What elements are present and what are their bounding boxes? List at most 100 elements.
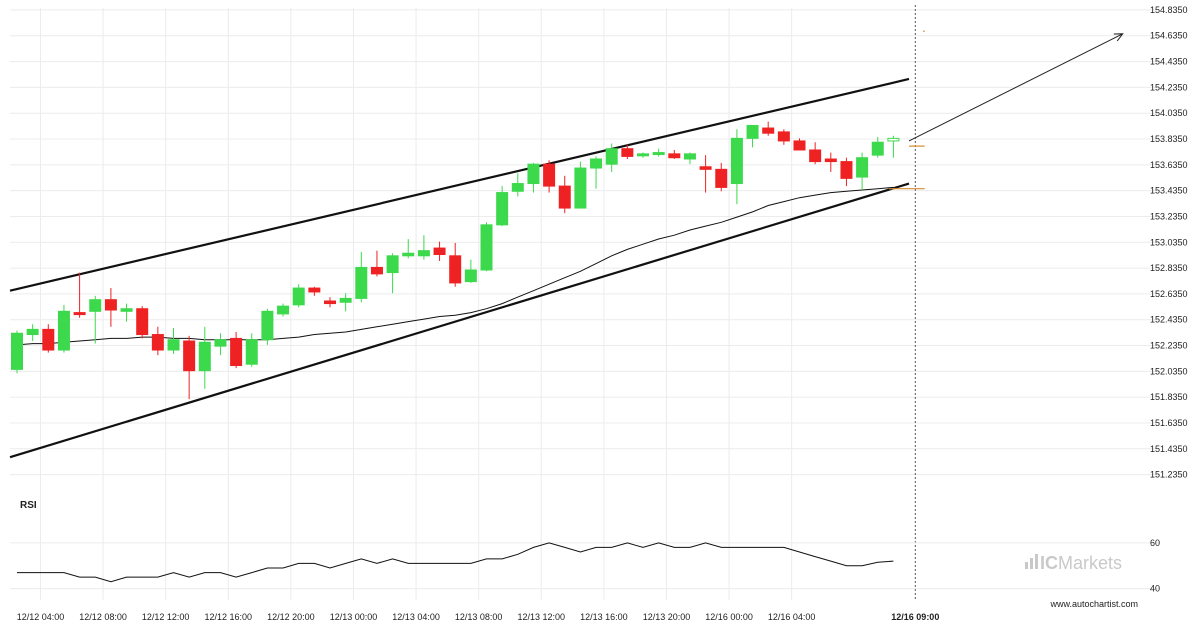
candle-body: [856, 157, 869, 178]
candle-body: [308, 287, 321, 293]
candle-body: [183, 340, 196, 372]
price-tick-label: 153.8350: [1150, 134, 1188, 144]
candle-body: [324, 300, 336, 305]
price-tick-label: 154.0350: [1150, 108, 1188, 118]
candle-body: [214, 339, 227, 347]
candle-body: [762, 127, 775, 134]
candle-body: [26, 328, 39, 336]
candle-body: [652, 152, 665, 156]
candles-layer: [11, 121, 900, 400]
time-tick-label: 12/13 16:00: [580, 612, 628, 622]
candle-body: [11, 332, 23, 370]
rsi-tick-label: 60: [1150, 538, 1160, 548]
price-tick-label: 154.8350: [1150, 5, 1188, 15]
time-tick-label: 12/12 08:00: [79, 612, 127, 622]
candle-body: [230, 337, 243, 367]
candle-body: [777, 131, 790, 142]
time-tick-label: 12/12 20:00: [267, 612, 315, 622]
candle-body: [433, 247, 446, 256]
price-tick-label: 154.4350: [1150, 57, 1188, 67]
candle-body: [746, 124, 759, 139]
candle-body: [871, 141, 884, 156]
price-axis: 154.8350 154.6350 154.4350 154.2350 154.0350…: [1150, 5, 1188, 480]
price-tick-label: 151.2350: [1150, 470, 1188, 480]
candle-body: [683, 153, 696, 160]
price-tick-label: 152.8350: [1150, 263, 1188, 273]
time-tick-label: 12/13 00:00: [330, 612, 378, 622]
price-tick-label: 153.4350: [1150, 186, 1188, 196]
candle-body: [558, 185, 571, 209]
candle-body: [668, 153, 681, 159]
candle-body: [480, 224, 493, 271]
time-tick-label: 12/12 04:00: [17, 612, 65, 622]
svg-text:ICMarkets: ICMarkets: [1040, 553, 1122, 573]
price-tick-label: 154.6350: [1150, 31, 1188, 41]
candle-body: [699, 166, 712, 170]
watermark: ICMarkets: [1025, 553, 1122, 573]
price-tick-label: 153.6350: [1150, 160, 1188, 170]
candle-body: [151, 334, 164, 351]
levels-layer: [889, 30, 925, 190]
time-tick-label: 12/16 04:00: [768, 612, 816, 622]
candle-body: [496, 192, 509, 226]
candle-body: [245, 339, 258, 365]
channel-lower-line: [9, 182, 910, 459]
time-tick-label: 12/13 04:00: [392, 612, 440, 622]
candle-body: [543, 163, 556, 187]
candle-body: [89, 299, 102, 312]
candle-body: [511, 183, 524, 192]
candle-body: [417, 250, 430, 257]
watermark-suffix: Markets: [1058, 553, 1122, 573]
candle-body: [715, 168, 728, 188]
candle-body: [57, 310, 70, 351]
candle-body: [793, 140, 806, 151]
time-tick-label: 12/12 12:00: [142, 612, 190, 622]
candle-body: [840, 161, 853, 179]
time-tick-label: 12/12 16:00: [205, 612, 253, 622]
candle-body: [590, 158, 603, 169]
candle-body: [104, 299, 117, 311]
candle-body: [621, 148, 634, 157]
candle-body: [136, 308, 149, 336]
candle-body: [339, 297, 352, 303]
time-tick-label: 12/13 20:00: [643, 612, 691, 622]
candle-body: [449, 255, 462, 284]
forecast-arrow-head: [1113, 33, 1124, 42]
credit-text: www.autochartist.com: [1049, 599, 1138, 609]
price-tick-label: 151.8350: [1150, 392, 1188, 402]
price-tick-label: 151.6350: [1150, 418, 1188, 428]
candle-body: [637, 153, 649, 157]
candle-body: [574, 167, 587, 209]
time-tick-label: 12/13 08:00: [455, 612, 503, 622]
watermark-prefix: IC: [1040, 553, 1058, 573]
candle-body: [120, 308, 133, 312]
candle-body: [386, 255, 399, 274]
price-tick-label: 153.2350: [1150, 211, 1188, 221]
price-tick-label: 152.2350: [1150, 341, 1188, 351]
candle-body: [887, 137, 900, 142]
time-axis: 12/12 04:00 12/12 08:00 12/12 12:00 12/12 1…: [17, 612, 940, 622]
candle-body: [730, 137, 743, 185]
forecast-layer: [908, 33, 1124, 142]
channel-upper-line: [9, 77, 910, 292]
rsi-label: RSI: [20, 500, 37, 511]
price-tick-label: 152.4350: [1150, 315, 1188, 325]
price-tick-label: 151.4350: [1150, 444, 1188, 454]
rsi-panel: RSI 60 40: [17, 500, 1160, 594]
price-tick-label: 153.0350: [1150, 237, 1188, 247]
candle-body: [527, 163, 540, 185]
channel-layer: [9, 77, 910, 459]
price-tick-label: 152.0350: [1150, 366, 1188, 376]
rsi-tick-label: 40: [1150, 584, 1160, 594]
candle-body: [198, 341, 211, 372]
candle-body: [370, 266, 383, 275]
candle-body: [464, 269, 477, 283]
candle-body: [167, 339, 180, 351]
price-tick-label: 152.6350: [1150, 289, 1188, 299]
current-time-label: 12/16 09:00: [891, 612, 939, 622]
candle-body: [42, 328, 55, 351]
time-tick-label: 12/13 12:00: [518, 612, 566, 622]
price-tick-label: 154.2350: [1150, 82, 1188, 92]
